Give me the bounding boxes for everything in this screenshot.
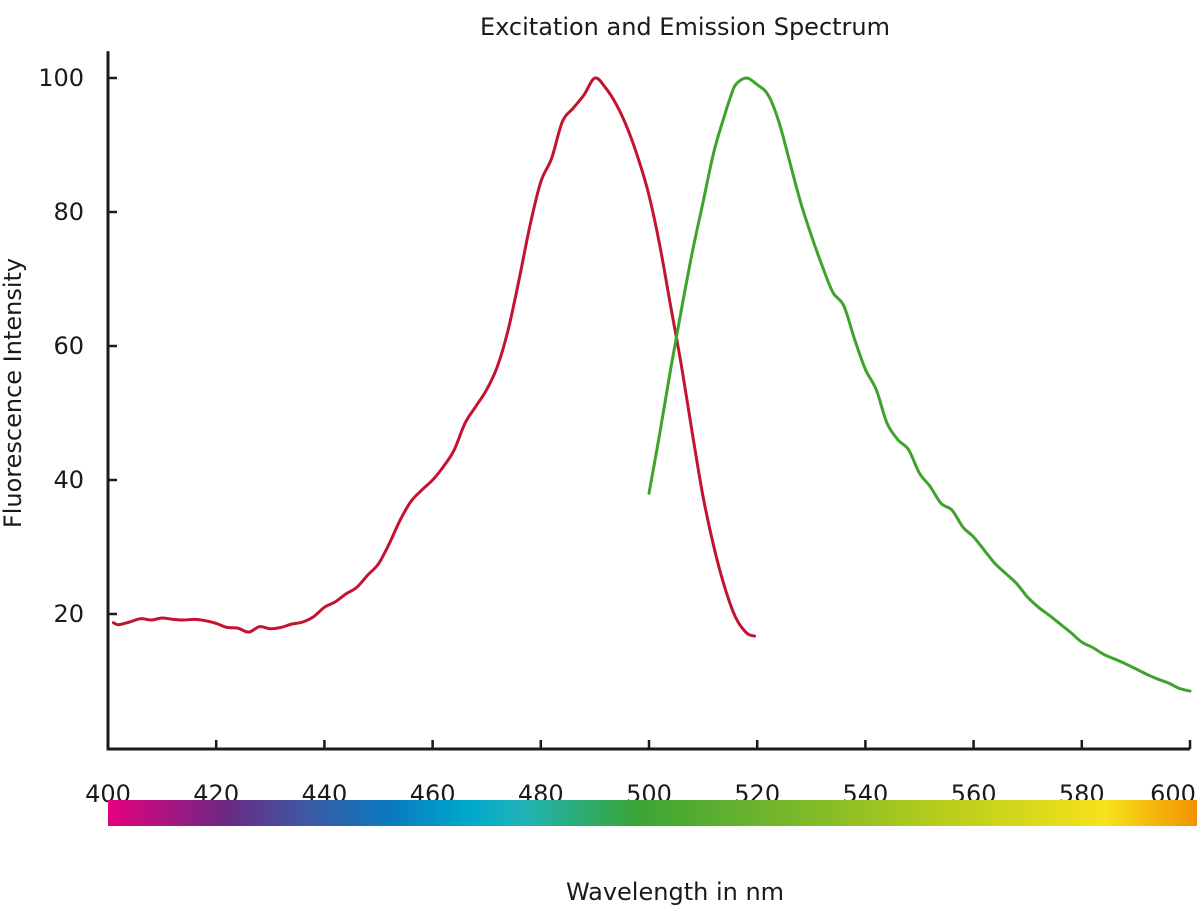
y-tick-label: 60: [53, 332, 84, 360]
tick-labels: 400 420 440 460 480 500 520 540 560 580 6002040608…: [38, 64, 1196, 808]
wavelength-color-bar: [108, 800, 1197, 826]
y-tick-label: 20: [53, 600, 84, 628]
y-axis-label: Fluorescence Intensity: [0, 258, 27, 528]
y-tick-label: 80: [53, 198, 84, 226]
series-group: [111, 76, 1192, 693]
emission-curve: [647, 76, 1192, 693]
y-tick-label: 40: [53, 466, 84, 494]
y-tick-label: 100: [38, 64, 84, 92]
axes: [106, 51, 1192, 751]
x-axis-label: Wavelength in nm: [566, 878, 784, 906]
chart-title: Excitation and Emission Spectrum: [480, 13, 890, 41]
excitation-curve: [111, 76, 756, 638]
